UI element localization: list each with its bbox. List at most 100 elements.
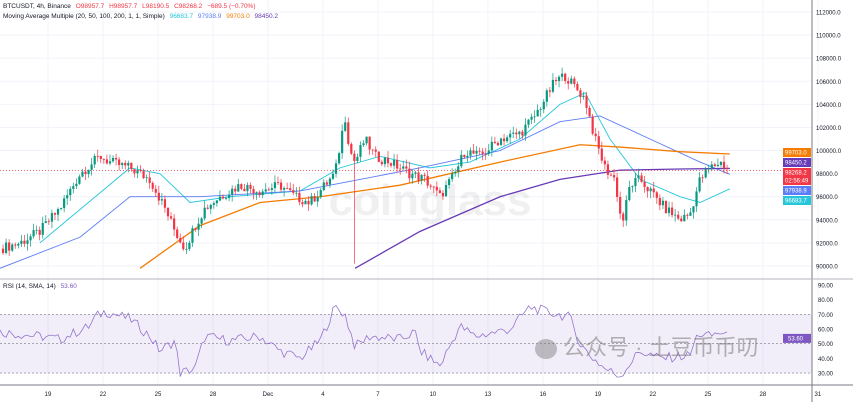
candle-body bbox=[683, 214, 686, 222]
grid bbox=[0, 0, 819, 402]
candle-body bbox=[435, 186, 438, 191]
rsi-tick: 70.00 bbox=[818, 313, 834, 319]
candle-body bbox=[249, 184, 252, 189]
candle-body bbox=[75, 183, 78, 187]
candle-body bbox=[264, 189, 267, 192]
candle-body bbox=[328, 178, 332, 185]
candle-body bbox=[451, 173, 454, 180]
rsi-label: RSI (14, SMA, 14) bbox=[3, 283, 56, 290]
ma-legend: Moving Average Multiple (20, 50, 100, 20… bbox=[3, 13, 281, 20]
candle-body bbox=[707, 168, 710, 170]
candle-body bbox=[157, 192, 160, 201]
candle-body bbox=[466, 155, 469, 158]
candle-body bbox=[622, 213, 625, 221]
candle-body bbox=[658, 197, 661, 206]
date-tick: 19 bbox=[595, 392, 602, 398]
candle-body bbox=[515, 132, 518, 135]
candle-body bbox=[640, 175, 643, 182]
candle-body bbox=[252, 188, 255, 194]
price-label: 97938.9 bbox=[785, 189, 807, 195]
rsi-tick: 30.00 bbox=[818, 372, 834, 378]
candle-body bbox=[176, 229, 179, 238]
candle-body bbox=[405, 166, 408, 169]
candle-body bbox=[695, 191, 698, 207]
candle-body bbox=[512, 132, 515, 134]
candle-body bbox=[279, 182, 283, 190]
date-tick: 28 bbox=[760, 392, 767, 398]
candle-body bbox=[44, 221, 47, 223]
candle-body bbox=[182, 242, 185, 250]
price-label: 98450.2 bbox=[785, 161, 807, 167]
candle-body bbox=[26, 240, 29, 244]
ma-line-ma100 bbox=[139, 144, 730, 269]
ma50-value: 97938.9 bbox=[197, 13, 222, 20]
candle-body bbox=[218, 196, 222, 201]
candle-body bbox=[200, 218, 203, 224]
candle-body bbox=[386, 157, 390, 164]
candle-body bbox=[692, 206, 695, 213]
candle-body bbox=[527, 119, 530, 125]
price-label-box bbox=[783, 196, 811, 205]
candle-body bbox=[402, 166, 405, 169]
price-tick: 90000.0 bbox=[816, 264, 838, 270]
date-tick: 4 bbox=[321, 392, 325, 398]
change-value: −689.5 (−0.70%) bbox=[207, 3, 256, 10]
candle-body bbox=[50, 213, 54, 222]
ma200-value: 98450.2 bbox=[254, 13, 279, 20]
date-tick: 7 bbox=[376, 392, 380, 398]
date-tick: 16 bbox=[540, 392, 547, 398]
candle-body bbox=[509, 133, 512, 138]
candle-body bbox=[356, 156, 359, 162]
candle-body bbox=[454, 172, 457, 174]
rsi-tick: 60.00 bbox=[818, 328, 834, 334]
candle-body bbox=[118, 159, 121, 166]
candle-body bbox=[169, 216, 173, 219]
candle-body bbox=[701, 177, 704, 179]
candle-body bbox=[81, 171, 84, 177]
candle-body bbox=[533, 116, 536, 118]
candle-body bbox=[154, 188, 157, 193]
candle-body bbox=[173, 218, 176, 230]
candle-body bbox=[545, 90, 548, 102]
candle-body bbox=[432, 186, 435, 188]
candle-body bbox=[72, 186, 75, 189]
candle-body bbox=[444, 185, 448, 197]
candle-body bbox=[719, 161, 723, 165]
candle-body bbox=[185, 248, 188, 250]
candle-body bbox=[704, 169, 707, 178]
candle-body bbox=[127, 162, 130, 166]
candle-body bbox=[240, 184, 243, 189]
candle-body bbox=[234, 188, 237, 192]
candle-body bbox=[374, 149, 377, 152]
plot-bg bbox=[0, 0, 812, 402]
candle-body bbox=[499, 138, 503, 146]
candle-body bbox=[139, 170, 142, 171]
candle-body bbox=[597, 136, 600, 149]
candle-body bbox=[429, 185, 432, 187]
candle-body bbox=[84, 171, 87, 175]
candle-body bbox=[643, 181, 646, 188]
candle-body bbox=[322, 182, 325, 191]
candle-body bbox=[1, 248, 5, 253]
candle-body bbox=[179, 237, 182, 243]
price-tick: 96000.0 bbox=[816, 195, 838, 201]
rsi-tick: 80.00 bbox=[818, 298, 834, 304]
candle-body bbox=[283, 188, 286, 190]
candle-body bbox=[380, 161, 383, 165]
symbol-label: BTCUSDT, 4h, Binance bbox=[3, 3, 71, 10]
candle-body bbox=[478, 150, 481, 152]
candle-body bbox=[334, 163, 338, 174]
candle-body bbox=[524, 124, 527, 136]
candle-body bbox=[646, 187, 649, 192]
candle-body bbox=[63, 198, 66, 209]
candle-body bbox=[628, 187, 631, 201]
candle-body bbox=[350, 143, 353, 154]
candle-body bbox=[66, 195, 69, 199]
candle-body bbox=[191, 228, 194, 243]
rsi-legend: RSI (14, SMA, 14) 53.60 bbox=[3, 283, 80, 290]
candle-body bbox=[313, 196, 316, 202]
candle-body bbox=[542, 101, 545, 110]
price-label-box bbox=[783, 186, 811, 195]
price-label-box bbox=[783, 148, 811, 157]
